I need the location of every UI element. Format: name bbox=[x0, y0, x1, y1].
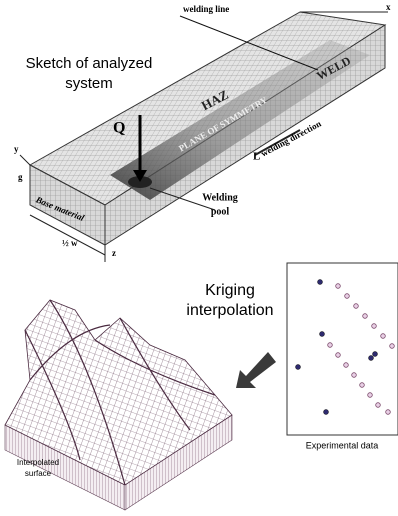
q-label: Q bbox=[113, 120, 125, 137]
y-axis-line bbox=[20, 155, 30, 165]
z-label: z bbox=[112, 248, 116, 258]
data-point bbox=[372, 324, 377, 329]
l-label: L bbox=[253, 151, 260, 163]
data-point bbox=[344, 363, 349, 368]
sketch-title: Sketch of analyzed bbox=[26, 55, 153, 72]
data-point bbox=[318, 280, 323, 285]
half-w-label: ½ w bbox=[62, 238, 78, 248]
data-point bbox=[352, 373, 357, 378]
data-point bbox=[376, 403, 381, 408]
data-point bbox=[328, 343, 333, 348]
surface-caption: surface bbox=[25, 469, 52, 478]
data-point bbox=[368, 393, 373, 398]
surface-caption: Interpolated bbox=[17, 458, 59, 467]
welding-line-label: welding line bbox=[183, 4, 229, 14]
data-point bbox=[381, 334, 386, 339]
data-point bbox=[373, 352, 378, 357]
data-point bbox=[324, 410, 329, 415]
g-label: g bbox=[18, 172, 23, 182]
data-point bbox=[336, 353, 341, 358]
data-point bbox=[386, 410, 391, 415]
surface-plot: Interpolated surface bbox=[5, 300, 232, 510]
data-point bbox=[354, 304, 359, 309]
y-label: y bbox=[14, 144, 19, 154]
x-label: x bbox=[386, 2, 391, 12]
data-point bbox=[336, 284, 341, 289]
data-point bbox=[320, 332, 325, 337]
data-point bbox=[345, 294, 350, 299]
figure: Sketch of analyzed system welding line x… bbox=[0, 0, 398, 511]
kriging-arrow bbox=[236, 352, 276, 388]
kriging-label: interpolation bbox=[186, 302, 273, 319]
data-point bbox=[369, 356, 374, 361]
kriging-label: Kriging bbox=[205, 282, 255, 299]
pool-label: Welding bbox=[202, 192, 238, 203]
panel-frame bbox=[287, 263, 398, 435]
data-point bbox=[363, 314, 368, 319]
data-point bbox=[390, 344, 395, 349]
experimental-panel: Experimental data bbox=[287, 263, 398, 450]
sketch-title: system bbox=[65, 75, 113, 92]
pool-label: pool bbox=[211, 206, 230, 217]
data-point bbox=[360, 383, 365, 388]
experimental-caption: Experimental data bbox=[306, 440, 379, 450]
weld-sketch: Sketch of analyzed system welding line x… bbox=[14, 2, 391, 262]
data-point bbox=[296, 365, 301, 370]
